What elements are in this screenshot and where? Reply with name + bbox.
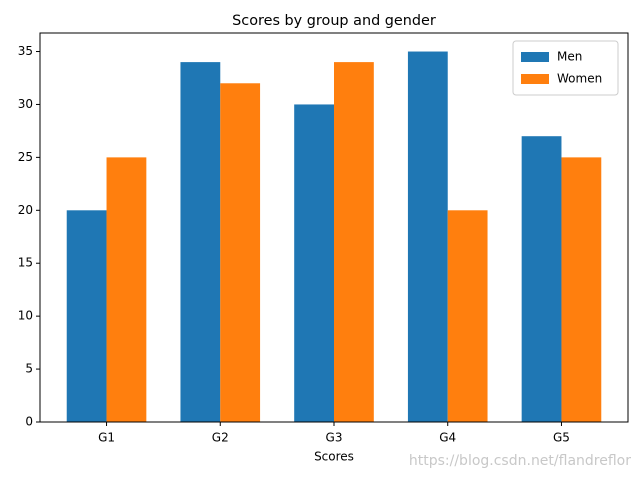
- bar: [334, 62, 374, 422]
- axes-frame: [39, 32, 629, 423]
- x-tick-label: G5: [553, 431, 570, 445]
- legend-label: Women: [557, 72, 602, 86]
- legend-swatch: [521, 74, 549, 84]
- y-tick-label: 35: [18, 44, 33, 58]
- x-tick-label: G3: [326, 431, 343, 445]
- bar: [294, 104, 334, 423]
- y-tick-label: 25: [18, 150, 33, 164]
- y-tick-label: 10: [18, 309, 33, 323]
- y-tick-label: 20: [18, 203, 33, 217]
- legend-swatch: [521, 52, 549, 62]
- legend-label: Men: [557, 50, 582, 64]
- y-tick-label: 5: [25, 362, 33, 376]
- bar: [180, 62, 221, 422]
- x-tick-label: G2: [212, 431, 229, 445]
- bar: [106, 157, 147, 422]
- y-tick-label: 30: [18, 97, 33, 111]
- chart-title: Scores by group and gender: [232, 13, 436, 29]
- x-axis-label: Scores: [314, 450, 354, 464]
- x-tick-label: G4: [439, 431, 456, 445]
- bar: [407, 51, 448, 423]
- x-tick-label: G1: [98, 431, 115, 445]
- watermark: https://blog.csdn.net/flandreflor: [409, 453, 631, 469]
- bar: [66, 210, 107, 422]
- y-tick-label: 0: [25, 415, 33, 429]
- bar: [561, 157, 602, 422]
- bar: [521, 136, 562, 422]
- bar: [220, 83, 261, 423]
- bar: [447, 210, 488, 422]
- y-tick-label: 15: [18, 256, 33, 270]
